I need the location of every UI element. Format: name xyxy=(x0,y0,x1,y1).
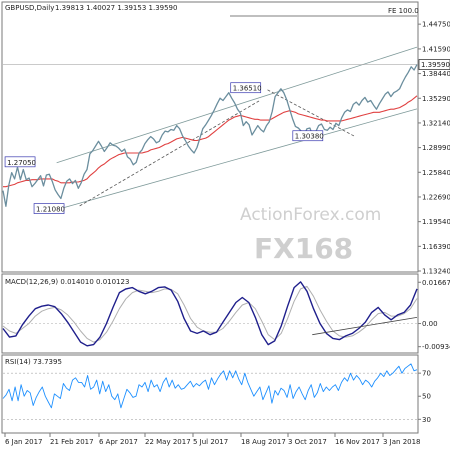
price-y-tick-label: 1.32140 xyxy=(422,119,450,127)
annotation-box xyxy=(33,203,65,214)
rsi-title: RSI(14) 73.7395 xyxy=(5,358,62,366)
trendline xyxy=(267,89,356,138)
x-axis: 6 Jan 2017 21 Feb 2017 6 Apr 2017 22 May 20… xyxy=(4,433,421,446)
logo-text: FX168 xyxy=(254,232,353,265)
price-y-tick-label: 1.28990 xyxy=(422,144,450,152)
rsi-y-tick-label: 70 xyxy=(422,370,431,378)
annotation-box xyxy=(292,130,324,142)
price-y-tick-label: 1.25840 xyxy=(422,169,450,177)
price-panel-frame xyxy=(1,1,419,273)
fe-label: FE 100.0 xyxy=(388,7,419,15)
macd-line xyxy=(2,281,418,347)
rsi-line xyxy=(2,363,418,409)
price-y-axis: 1.44750 1.41590 1.38440 1.35290 1.32140 1.289… xyxy=(418,21,450,276)
annotation-label: 1.30380 xyxy=(295,133,324,141)
x-tick-label: 3 Jan 2018 xyxy=(383,438,421,446)
chart-ohlc: 1.39813 1.40027 1.39153 1.39590 xyxy=(55,4,177,12)
rsi-panel: RSI(14) 73.7395 xyxy=(1,354,419,434)
annotation-box xyxy=(4,156,36,168)
price-panel: GBPUSD,Daily 1.39813 1.40027 1.39153 1.3… xyxy=(1,1,419,273)
annotation-label: 1.36510 xyxy=(233,85,262,93)
price-y-tick-label: 1.44750 xyxy=(422,21,450,29)
rsi-y-tick-label: 50 xyxy=(422,393,431,401)
price-y-tick-label: 1.13240 xyxy=(422,268,450,276)
macd-y-tick-label: -0.009349 xyxy=(422,343,450,351)
price-y-tick-label: 1.35290 xyxy=(422,95,450,103)
macd-y-tick-label: 0.016672 xyxy=(422,279,450,287)
price-y-tick-label: 1.22690 xyxy=(422,193,450,201)
annotation-label: 1.27050 xyxy=(7,159,36,167)
trendline xyxy=(56,46,418,164)
current-price-box xyxy=(418,59,450,70)
macd-y-tick-label: 0.00 xyxy=(422,320,438,328)
rsi-y-tick-label: 30 xyxy=(422,416,431,424)
watermark-text: ActionForex.com xyxy=(240,205,381,225)
x-tick-label: 22 May 2017 xyxy=(145,438,191,446)
rsi-panel-frame xyxy=(1,354,419,434)
macd-title: MACD(12,26,9) 0.014010 0.010123 xyxy=(5,278,129,286)
annotation-box xyxy=(230,82,262,94)
x-tick-label: 3 Oct 2017 xyxy=(288,438,327,446)
price-y-tick-label: 1.19540 xyxy=(422,218,450,226)
x-tick-label: 5 Jul 2017 xyxy=(193,438,228,446)
x-tick-label: 21 Feb 2017 xyxy=(50,438,94,446)
x-tick-label: 6 Jan 2017 xyxy=(5,438,43,446)
price-y-tick-label: 1.41590 xyxy=(422,45,450,53)
price-line xyxy=(2,64,418,207)
macd-signal-line xyxy=(2,285,418,343)
chart-symbol-title: GBPUSD,Daily xyxy=(5,4,54,12)
x-tick-label: 18 Aug 2017 xyxy=(241,438,286,446)
trendline xyxy=(56,108,418,210)
rsi-y-axis: 70 50 30 xyxy=(418,370,431,424)
annotation-label: 1.21080 xyxy=(36,206,65,214)
price-y-tick-label: 1.38440 xyxy=(422,70,450,78)
macd-panel-frame xyxy=(1,273,419,354)
current-price-label: 1.39590 xyxy=(421,61,450,69)
x-tick-label: 6 Apr 2017 xyxy=(99,438,138,446)
macd-y-axis: 0.016672 0.00 -0.009349 xyxy=(418,279,450,351)
macd-trendline xyxy=(312,316,418,336)
x-tick-label: 16 Nov 2017 xyxy=(335,438,380,446)
price-y-tick-label: 1.16390 xyxy=(422,243,450,251)
macd-panel: MACD(12,26,9) 0.014010 0.010123 xyxy=(1,273,419,354)
